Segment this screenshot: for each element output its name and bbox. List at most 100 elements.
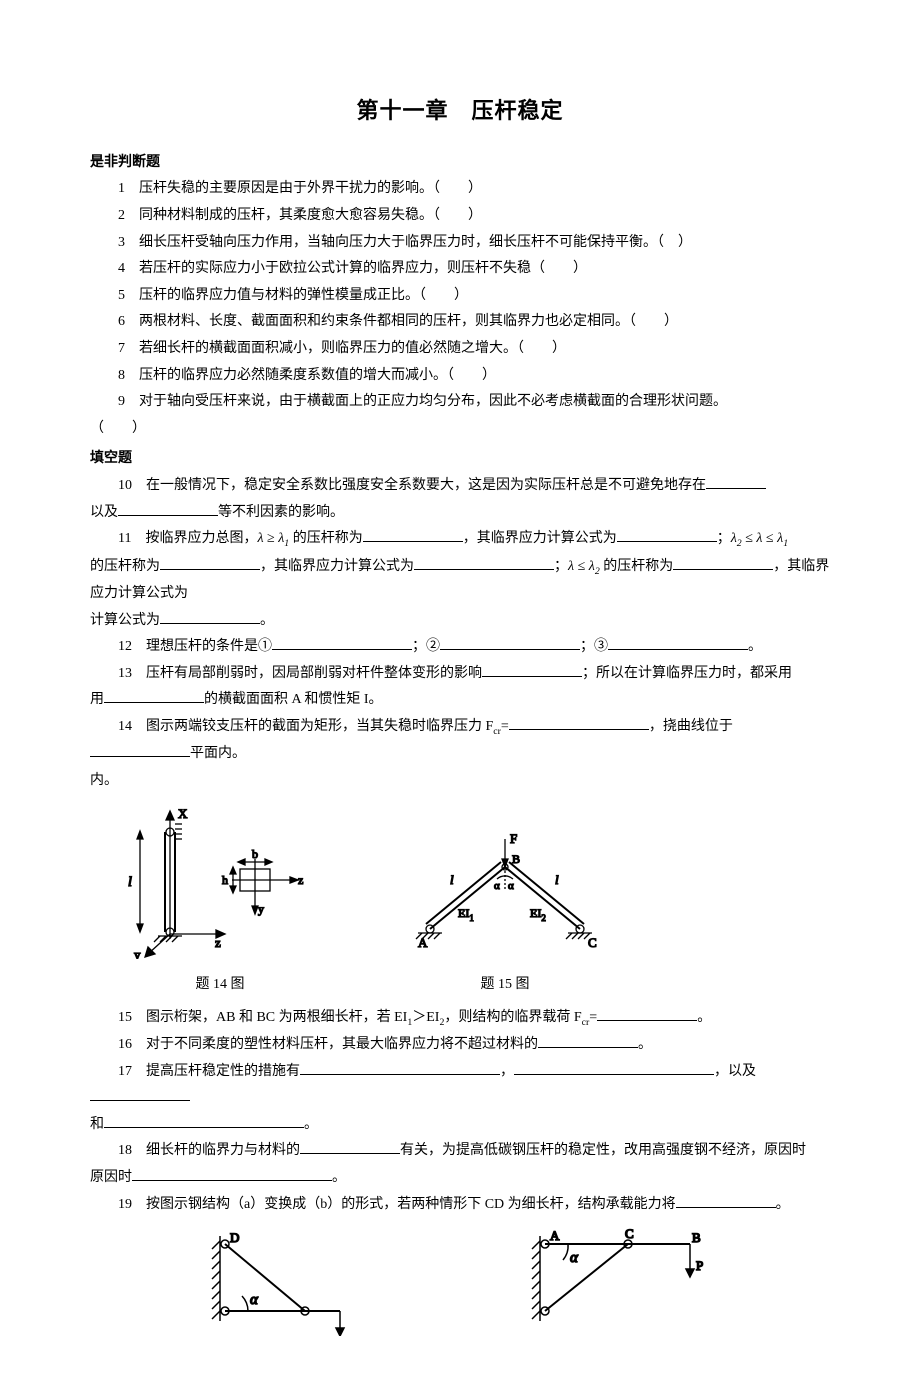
tf-item-3: 3 细长压杆受轴向压力作用，当轴向压力大于临界压力时，细长压杆不可能保持平衡。（… [90,230,830,257]
q16-b: 。 [638,1037,652,1052]
q13-b: ；所以在计算临界压力时，都采用 [582,666,792,681]
q17-b: ， [500,1064,514,1079]
figure-19b-svg: A C B α P [510,1226,730,1336]
q14-a: 图示两端铰支压杆的截面为矩形，当其失稳时临界压力 F [146,719,493,734]
tf-item-6: 6 两根材料、长度、截面面积和约束条件都相同的压杆，则其临界力也必定相同。（ ） [90,309,830,336]
fill-item-15: 15 图示桁架，AB 和 BC 为两根细长杆，若 EI1＞EI2，则结构的临界载… [90,1005,830,1032]
q12-b: ；② [412,639,440,654]
svg-text:l: l [555,872,559,887]
fill-item-14b: 内。 [90,768,830,795]
math-lambda-between: λ2 ≤ λ ≤ λ1 [731,531,788,546]
tf-item-4: 4 若压杆的实际应力小于欧拉公式计算的临界应力，则压杆不失稳（ ） [90,256,830,283]
svg-text:A: A [550,1228,560,1243]
figure-15-caption: 题 15 图 [390,972,620,999]
q11-f: ，其临界应力计算公式为 [260,559,414,574]
q17-d: 和 [90,1117,104,1132]
blank [608,636,748,650]
blank [597,1007,697,1021]
svg-text:α: α [570,1250,579,1266]
q11-j: 。 [260,613,274,628]
q15-e: 。 [697,1010,711,1025]
blank [300,1140,400,1154]
tf-text-8: 压杆的临界应力必然随柔度系数值的增大而减小。（ ） [139,368,496,383]
svg-text:EI1: EI1 [458,906,474,923]
fill-item-18: 18 细长杆的临界力与材料的有关，为提高低碳钢压杆的稳定性，改用高强度钢不经济，… [90,1138,830,1165]
blank [160,610,260,624]
blank [90,1087,190,1101]
q14-c: ，挠曲线位于 [649,719,733,734]
tf-text-3: 细长压杆受轴向压力作用，当轴向压力大于临界压力时，细长压杆不可能保持平衡。（ ） [139,235,692,250]
blank [482,663,582,677]
q19-a: 按图示钢结构（a）变换成（b）的形式，若两种情形下 CD 为细长杆，结构承载能力… [146,1197,676,1212]
q10-b: 以及 [90,505,118,520]
fill-item-17: 17 提高压杆稳定性的措施有，，以及 [90,1059,830,1112]
q17-a: 提高压杆稳定性的措施有 [146,1064,300,1079]
blank [300,1061,500,1075]
fill-item-10b: 以及 等不利因素的影响。 [90,500,830,527]
q14-b: = [501,719,509,734]
figure-14-svg: X z y [120,804,320,959]
blank [673,556,773,570]
fill-item-13: 13 压杆有局部削弱时，因局部削弱对杆件整体变形的影响；所以在计算临界压力时，都… [90,661,830,688]
svg-text:z: z [298,873,303,887]
blank [617,528,717,542]
q15-d: = [589,1010,597,1025]
blank [160,556,260,570]
svg-text:C: C [625,1226,634,1241]
figure-15-svg: F B A C α α l l EI1 [390,829,620,959]
q19-b: 。 [776,1197,790,1212]
figure-14-wrap: X z y [120,804,320,998]
tf-item-7: 7 若细长杆的横截面面积减小，则临界压力的值必然随之增大。（ ） [90,336,830,363]
svg-text:P: P [696,1258,703,1273]
tf-item-5: 5 压杆的临界应力值与材料的弹性模量成正比。（ ） [90,283,830,310]
svg-text:D: D [230,1230,239,1245]
svg-text:F: F [510,831,517,846]
q17-e: 。 [304,1117,318,1132]
math-lambda-le: λ ≤ λ2 [568,559,600,574]
q15-b: ＞EI [412,1010,439,1025]
q17-c: ，以及 [714,1064,756,1079]
tf-item-9-tail: （ ） [90,416,830,443]
math-lambda-ge: λ ≥ λ1 [257,531,289,546]
blank [538,1034,638,1048]
chapter-title: 第十一章 压杆稳定 [90,90,830,132]
svg-text:A: A [418,935,428,950]
blank [706,475,766,489]
tf-text-1: 压杆失稳的主要原因是由于外界干扰力的影响。（ ） [139,181,482,196]
svg-text:y: y [258,902,264,916]
blank [363,528,463,542]
tf-text-2: 同种材料制成的压杆，其柔度愈大愈容易失稳。（ ） [139,208,482,223]
blank [509,716,649,730]
q14-d: 平面内。 [190,746,246,761]
q18-b: 有关，为提高低碳钢压杆的稳定性，改用高强度钢不经济，原因时 [400,1143,806,1158]
figure-14-caption: 题 14 图 [120,972,320,999]
q11-h: 的压杆称为 [600,559,674,574]
q11-e: 的压杆称为 [90,559,160,574]
q11-d: ； [717,531,731,546]
tf-text-6: 两根材料、长度、截面面积和约束条件都相同的压杆，则其临界力也必定相同。（ ） [139,314,678,329]
svg-text:EI2: EI2 [530,906,546,923]
blank [440,636,580,650]
blank [104,689,204,703]
tf-text-9: 对于轴向受压杆来说，由于横截面上的正应力均匀分布，因此不必考虑横截面的合理形状问… [139,394,727,409]
blank [132,1167,332,1181]
tf-item-2: 2 同种材料制成的压杆，其柔度愈大愈容易失稳。（ ） [90,203,830,230]
svg-text:α: α [494,880,500,892]
svg-text:B: B [512,852,520,866]
q13-c: 的横截面面积 A 和惯性矩 I。 [204,692,383,707]
tf-text-7: 若细长杆的横截面面积减小，则临界压力的值必然随之增大。（ ） [139,341,566,356]
blank [272,636,412,650]
fill-item-10: 10 在一般情况下，稳定安全系数比强度安全系数要大，这是因为实际压杆总是不可避免… [90,473,830,500]
fill-item-18b: 原因时。 [90,1165,830,1192]
tf-text-4: 若压杆的实际应力小于欧拉公式计算的临界应力，则压杆不失稳（ ） [139,261,587,276]
q16-a: 对于不同柔度的塑性材料压杆，其最大临界应力将不超过材料的 [146,1037,538,1052]
q12-c: ；③ [580,639,608,654]
q12-d: 。 [748,639,762,654]
q10-c: 等不利因素的影响。 [218,505,344,520]
svg-text:z: z [215,935,221,950]
svg-text:y: y [134,947,141,959]
fill-item-19: 19 按图示钢结构（a）变换成（b）的形式，若两种情形下 CD 为细长杆，结构承… [90,1192,830,1219]
fill-item-14: 14 图示两端铰支压杆的截面为矩形，当其失稳时临界压力 Fcr=，挠曲线位于平面… [90,714,830,768]
tf-item-9: 9 对于轴向受压杆来说，由于横截面上的正应力均匀分布，因此不必考虑横截面的合理形… [90,389,830,416]
svg-text:α: α [250,1292,259,1308]
